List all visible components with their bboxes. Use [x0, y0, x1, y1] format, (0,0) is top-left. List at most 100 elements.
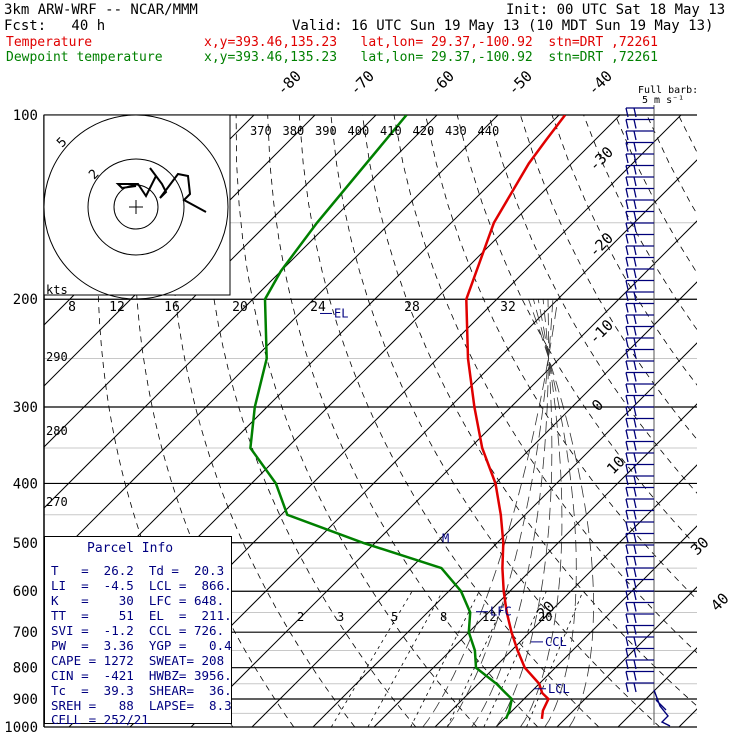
- wind-barb: [633, 234, 637, 244]
- wind-barb: [625, 625, 629, 635]
- wind-barb: [625, 533, 629, 543]
- wind-barb: [633, 372, 637, 382]
- isotherm-line: [434, 464, 697, 727]
- wind-barb: [625, 418, 629, 428]
- mixing-ratio-label: 8: [440, 610, 447, 624]
- wind-barb: [633, 291, 637, 302]
- wind-barb: [633, 176, 637, 187]
- dry-adiabat: [169, 115, 356, 727]
- wind-barb: [633, 487, 637, 497]
- valid-time: Valid: 16 UTC Sun 19 May 13 (10 MDT Sun …: [292, 18, 714, 34]
- parcel-row: CIN = -421 HWBZ= 3956.: [51, 668, 232, 683]
- hodograph-unit-label: kts: [46, 283, 68, 297]
- hodograph-ring: [43, 114, 229, 300]
- parcel-row: T = 26.2 Td = 20.3: [51, 563, 225, 578]
- wind-barb: [625, 464, 629, 474]
- wind-barb: [633, 268, 637, 279]
- wind-barb: [625, 475, 629, 486]
- wind-barb: [633, 188, 637, 198]
- level-marker: CCL: [545, 635, 567, 649]
- wind-barb: [625, 372, 629, 382]
- isotherm-line: [678, 708, 697, 727]
- wind-barb: [633, 257, 637, 267]
- isotherm-line: [44, 115, 438, 509]
- dry-adiabat: [425, 115, 697, 601]
- dry-adiabat: [583, 115, 697, 331]
- wind-barb: [625, 510, 629, 520]
- parcel-row: TT = 51 EL = 211.: [51, 608, 232, 623]
- level-marker: M: [442, 531, 449, 545]
- wind-barb: [633, 107, 637, 118]
- mixing-ratio-label: 2: [297, 610, 304, 624]
- wind-barb: [625, 590, 629, 601]
- pressure-tick-label: 700: [13, 625, 38, 641]
- wind-barb: [625, 268, 629, 279]
- wind-barb: [633, 556, 637, 566]
- dry-adiabat: [646, 115, 697, 215]
- wind-barb: [625, 544, 629, 555]
- wind-barb: [625, 211, 629, 221]
- pressure-tick-label: 400: [13, 476, 38, 492]
- dry-adiabat: [678, 115, 697, 154]
- wind-barb: [625, 142, 629, 152]
- wind-barb: [625, 349, 629, 359]
- wind-barb: [633, 153, 637, 164]
- isotherm-label: -30: [585, 143, 617, 175]
- wind-barb: [625, 441, 629, 451]
- level-marker: EL: [334, 306, 348, 320]
- pressure-tick-label: 900: [13, 692, 38, 708]
- wind-barb: [633, 510, 637, 520]
- mixing-ratio-label: 12: [482, 610, 496, 624]
- parcel-row: Tc = 39.3 SHEAR= 36.: [51, 683, 232, 698]
- wind-barb: [633, 602, 637, 612]
- isotherm-label: -70: [346, 67, 378, 99]
- wind-barb: [633, 498, 637, 509]
- wind-barb: [633, 360, 637, 371]
- hodograph-ring: [87, 158, 185, 256]
- wind-barb: [625, 107, 629, 118]
- wind-barb: [633, 659, 637, 670]
- wind-barb: [633, 383, 637, 394]
- wind-barb: [633, 142, 637, 152]
- level-marker: LCL: [548, 682, 570, 696]
- wind-barb: [625, 245, 629, 256]
- wind-barb: [633, 211, 637, 221]
- isotherm-line: [44, 115, 377, 448]
- wind-barb: [633, 245, 637, 256]
- parcel-row: SREH = 88 LAPSE= 8.3: [51, 698, 232, 713]
- isotherm-line: [312, 342, 697, 727]
- isotherm-label: -60: [426, 67, 458, 99]
- wind-barb: [633, 521, 637, 532]
- wind-barb: [625, 314, 629, 325]
- hodograph-speed-label: 28: [404, 300, 420, 315]
- theta-label: 270: [46, 495, 68, 509]
- isotherm-line: [251, 281, 697, 727]
- wind-barb: [633, 682, 637, 693]
- wind-barb: [633, 579, 637, 589]
- mixing-ratio-label: 3: [337, 610, 344, 624]
- dewpoint-location: x,y=393.46,135.23 lat,lon= 29.37,-100.92…: [204, 50, 658, 65]
- isotherm-line: [556, 586, 697, 727]
- temperature-legend: Temperature: [6, 35, 93, 50]
- wind-barb: [633, 567, 637, 578]
- wind-barb: [625, 395, 629, 405]
- parcel-row: CELL = 252/21: [51, 712, 149, 727]
- mixing-ratio-line: [330, 591, 413, 727]
- dry-adiabat: [362, 115, 697, 707]
- theta-label: 380: [283, 124, 305, 138]
- theta-label: 400: [348, 124, 370, 138]
- pressure-tick-label: 500: [13, 536, 38, 552]
- wind-barb: [633, 475, 637, 486]
- moist-adiabat: [533, 299, 577, 727]
- temperature-profile: [465, 115, 567, 720]
- pressure-tick-label: 300: [13, 400, 38, 416]
- wind-barb: [633, 326, 637, 336]
- wind-barb: [633, 119, 637, 129]
- parcel-info-panel: Parcel Info T = 26.2 Td = 20.3 LI = -4.5…: [44, 536, 232, 727]
- wind-barb: [625, 176, 629, 187]
- wind-barb: [625, 579, 629, 589]
- wind-barb: [633, 314, 637, 325]
- dry-adiabat: [298, 115, 600, 727]
- hodograph-speed-label: 24: [310, 300, 326, 315]
- wind-barb: [625, 636, 629, 647]
